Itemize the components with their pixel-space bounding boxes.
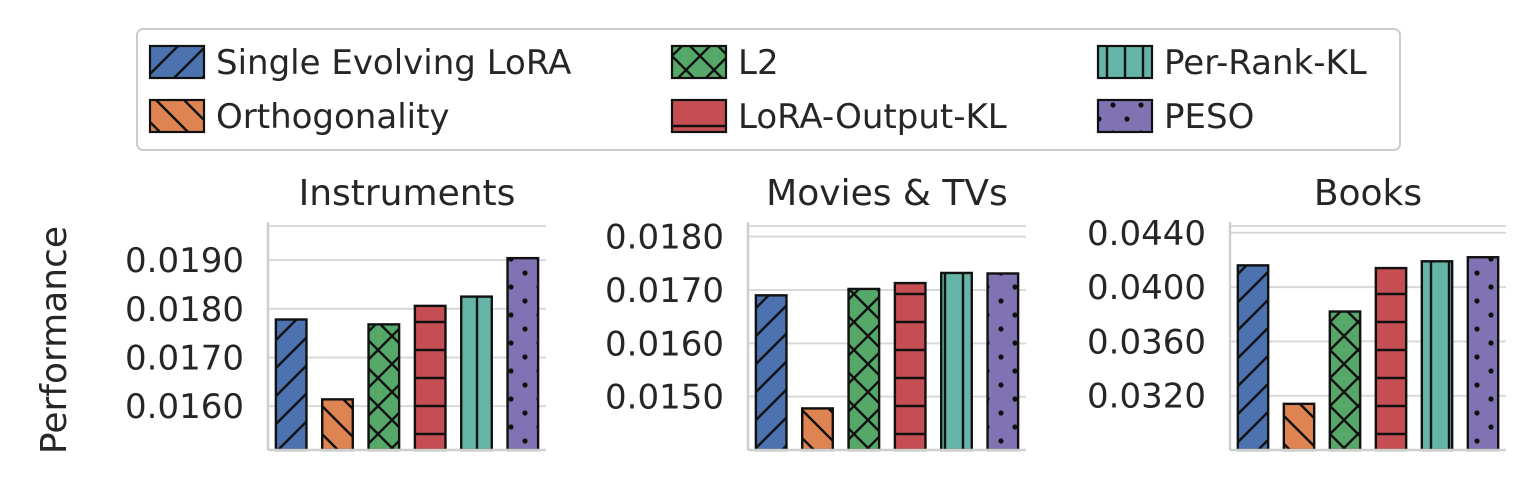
legend-item-orthogonality: Orthogonality [148,97,450,137]
legend-item-peso: PESO [1096,97,1254,137]
legend-item-per-rank-kl: Per-Rank-KL [1096,43,1367,83]
bar-orthogonality [321,398,354,452]
legend-item-l2: L2 [670,43,779,83]
bar-single-evolving-lora [274,318,308,452]
y-tick-label: 0.0360 [1087,322,1206,362]
legend-item-single-evolving-lora: Single Evolving LoRA [148,43,571,83]
legend-label: Per-Rank-KL [1164,43,1367,83]
legend-item-lora-output-kl: LoRA-Output-KL [670,97,1007,137]
legend-label: LoRA-Output-KL [738,97,1007,137]
legend-swatch [670,98,728,134]
bar-l2 [847,287,881,452]
bar-single-evolving-lora [1236,264,1270,452]
bar-peso [506,256,540,452]
y-tick-label: 0.0190 [125,241,244,281]
legend-swatch [1096,44,1154,80]
chart-title: Movies & TVs [766,173,1008,214]
y-axis-label-group: Performance [34,226,75,454]
bar-per-rank-kl [940,271,973,452]
bar-orthogonality [801,407,834,452]
legend-label: Orthogonality [216,97,450,137]
legend-swatch [148,98,206,134]
y-tick-label: 0.0440 [1087,214,1206,254]
legend-swatch [670,44,728,80]
bar-per-rank-kl [460,295,493,452]
bar-lora-output-kl [1374,266,1408,452]
bar-lora-output-kl [893,281,927,452]
y-tick-label: 0.0170 [605,271,724,311]
y-tick-label: 0.0150 [605,378,724,418]
chart-panel-movies-and-tvs: Movies & TVs 0.0150 0.0160 0.0170 0.0180 [605,173,1026,452]
bar-peso [986,272,1020,452]
legend-label: L2 [738,43,779,83]
legend-swatch [148,44,206,80]
bar-l2 [1328,310,1362,452]
y-tick-label: 0.0180 [125,290,244,330]
y-axis-label: Performance [34,226,75,454]
y-tick-label: 0.0320 [1087,377,1206,417]
y-tick-label: 0.0160 [125,387,244,427]
y-tick-label: 0.0170 [125,338,244,378]
chart-panel-instruments: Instruments 0.0160 0.0170 0.0180 0.0190 [125,173,546,452]
legend-frame [136,28,1401,151]
chart-panels: Instruments 0.0160 0.0170 0.0180 0.0190 Movie… [125,173,1506,452]
legend: Single Evolving LoRA Orthogonality L2 LoRA-… [136,28,1401,151]
legend-label: Single Evolving LoRA [216,43,571,83]
bar-orthogonality [1282,402,1316,452]
y-tick-label: 0.0180 [605,218,724,258]
chart-panel-books: Books 0.0320 0.0360 0.0400 0.0440 [1087,173,1506,452]
y-tick-label: 0.0160 [605,324,724,364]
bar-peso [1466,256,1500,452]
bar-lora-output-kl [413,304,447,452]
legend-label: PESO [1164,97,1254,137]
y-tick-label: 0.0400 [1087,268,1206,308]
bar-l2 [367,323,401,452]
bar-per-rank-kl [1420,260,1454,452]
chart-title: Books [1314,173,1422,214]
chart-title: Instruments [299,173,516,214]
bar-single-evolving-lora [754,294,788,452]
legend-swatch [1096,98,1154,134]
